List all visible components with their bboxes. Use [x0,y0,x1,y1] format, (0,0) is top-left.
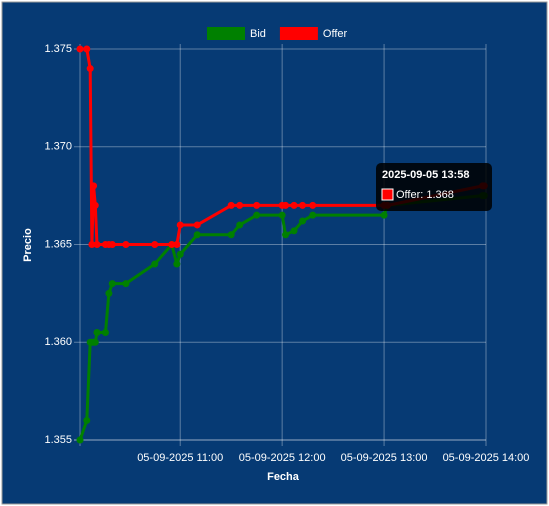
data-point [253,211,261,219]
data-point [151,241,159,248]
data-point [108,241,116,248]
data-point [105,289,113,297]
data-point [83,416,91,424]
data-point [299,217,307,225]
tooltip-box [376,163,492,211]
data-point [93,328,101,336]
x-tick-label: 05-09-2025 12:00 [239,452,326,464]
series-line [80,47,485,246]
y-tick-label: 1.365 [44,238,72,250]
y-tick-label: 1.360 [44,336,72,348]
data-point [236,201,244,209]
data-point [227,231,235,239]
data-point [88,241,96,248]
data-point [290,227,298,235]
data-point [380,211,388,219]
y-tick-label: 1.375 [44,43,72,55]
x-tick-label: 05-09-2025 13:00 [341,452,428,464]
data-point [86,65,94,73]
legend-label: Offer [323,28,348,40]
legend-swatch [207,27,245,40]
tooltip: 2025-09-05 13:58 Offer: 1.368 [376,163,492,211]
legend-swatch [279,27,318,40]
data-point [91,338,99,346]
data-point [309,201,317,209]
data-point [282,231,290,239]
legend-label: Bid [250,28,266,40]
data-point [193,231,201,239]
data-point [176,221,184,229]
data-point [282,201,290,209]
data-point [236,221,244,229]
data-point [108,280,116,288]
y-tick-label: 1.370 [44,141,72,153]
data-point [176,250,184,258]
data-point [83,45,91,53]
data-point [122,280,130,288]
data-point [91,201,99,209]
data-point [122,241,130,248]
data-point [173,260,181,268]
tooltip-title: 2025-09-05 13:58 [382,169,469,181]
data-point [76,436,84,444]
tooltip-swatch [381,188,394,201]
data-point [90,182,98,190]
data-point [173,241,181,248]
data-point [253,201,261,209]
data-point [309,211,317,219]
data-point [151,260,159,268]
y-tick-label: 1.355 [44,434,72,446]
data-point [93,241,101,248]
data-point [227,201,235,209]
data-point [168,241,176,248]
x-axis-title: Fecha [267,471,300,483]
data-point [278,211,286,219]
data-point [101,328,109,336]
data-point [290,201,298,209]
tooltip-label: Offer: 1.368 [396,189,454,201]
data-point [76,45,84,53]
x-tick-label: 05-09-2025 11:00 [137,452,223,464]
data-point [299,201,307,209]
y-axis-title: Precio [22,228,34,262]
data-point [193,221,201,229]
x-tick-label: 05-09-2025 14:00 [443,452,530,464]
